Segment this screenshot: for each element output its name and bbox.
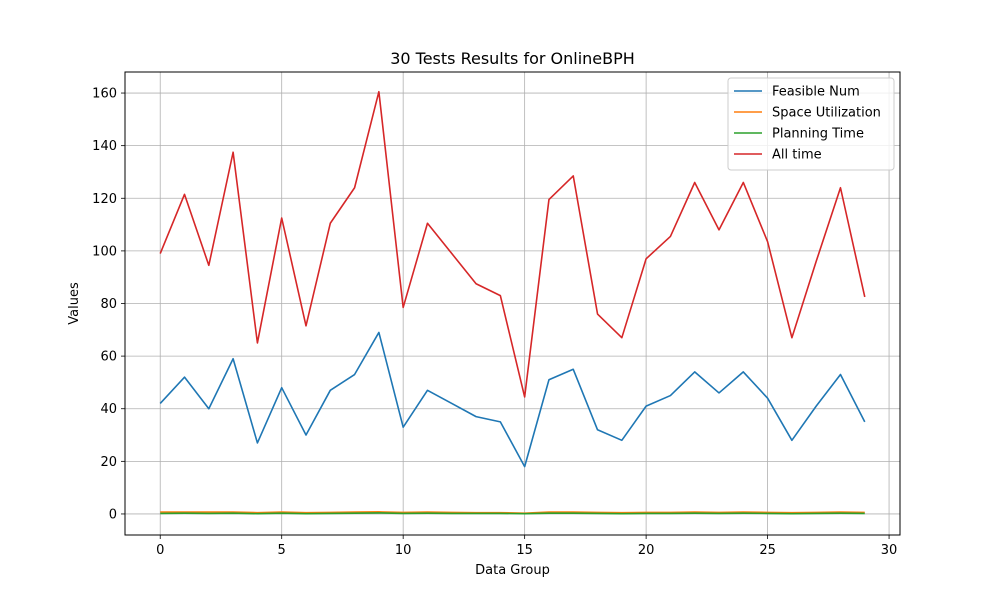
legend-entry: Planning Time (772, 127, 864, 142)
y-tick-label: 0 (109, 507, 117, 522)
legend-entry: Feasible Num (772, 85, 860, 100)
y-tick-label: 140 (92, 139, 117, 154)
y-tick-label: 60 (100, 350, 117, 365)
chart-title: 30 Tests Results for OnlineBPH (390, 49, 635, 68)
x-tick-label: 20 (638, 543, 655, 558)
x-tick-label: 15 (516, 543, 533, 558)
legend: Feasible Num Space Utilization Planning Ti… (727, 77, 895, 171)
series-line-3 (160, 512, 865, 515)
x-tick-label: 0 (156, 543, 164, 558)
legend-entry: All time (772, 148, 822, 163)
series-line-1 (159, 331, 866, 468)
y-tick-label: 80 (100, 297, 117, 312)
series-lines (159, 90, 866, 515)
y-tick-label: 100 (92, 244, 117, 259)
legend-entry: Space Utilization (772, 106, 881, 121)
x-tick-label: 10 (395, 543, 412, 558)
x-tick-label: 30 (881, 543, 898, 558)
series-line-4 (159, 90, 866, 398)
legend-box (727, 77, 895, 171)
y-tick-label: 160 (92, 87, 117, 102)
x-tick-label: 5 (278, 543, 286, 558)
y-axis-label: Values (67, 282, 82, 325)
axis-ticks: 0 5 10 15 20 25 30 0 20 40 60 80 100 120 140 160 (92, 87, 897, 558)
y-tick-label: 20 (100, 455, 117, 470)
y-tick-label: 40 (100, 402, 117, 417)
x-axis-label: Data Group (475, 563, 550, 578)
y-tick-label: 120 (92, 192, 117, 207)
x-tick-label: 25 (759, 543, 776, 558)
